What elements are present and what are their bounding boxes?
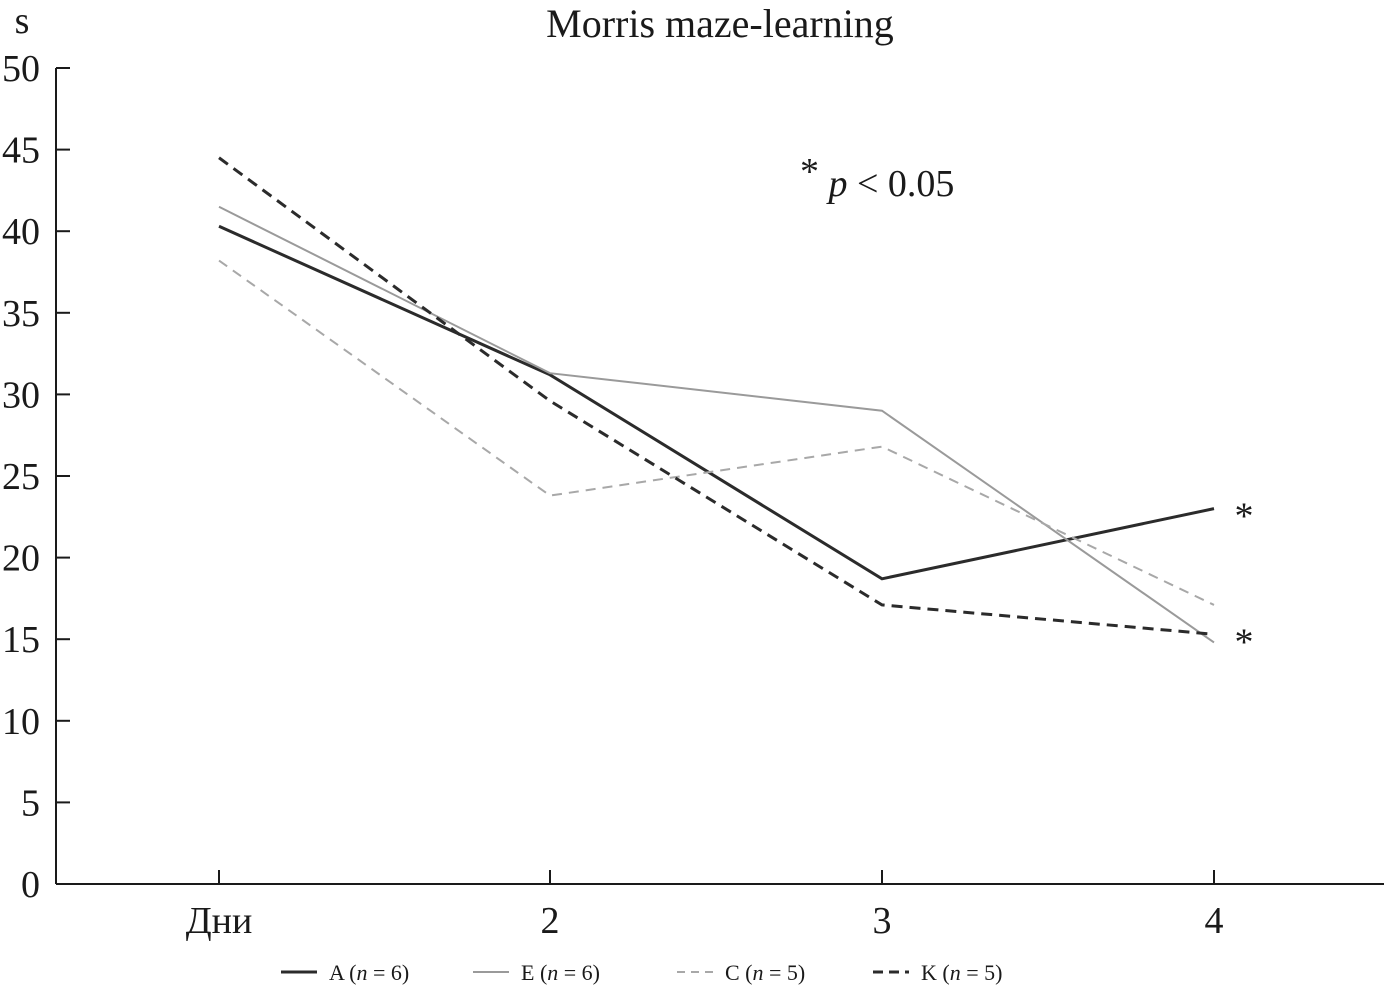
significance-star: * [1235,621,1254,663]
x-tick-label: 4 [1205,900,1224,942]
legend-item-c: C (n = 5) [677,960,805,985]
y-tick-label: 15 [2,619,40,661]
series-layer [218,156,1215,644]
p-value-star: * [800,151,819,193]
significance-star: * [1235,496,1254,538]
y-tick-label: 35 [2,293,40,335]
p-value-annotation: * p < 0.05 [800,151,954,205]
y-tick-label: 30 [2,374,40,416]
axes: 0 5 10 15 20 25 30 35 40 45 50 Дни 2 3 4 [2,48,1384,942]
y-tick-label: 45 [2,130,40,172]
chart-title: Morris maze-learning [546,1,894,46]
y-tick-label: 10 [2,701,40,743]
y-tick-label: 25 [2,456,40,498]
legend-item-e: E (n = 6) [473,960,600,985]
legend-label: K (n = 5) [921,960,1002,985]
legend-item-k: K (n = 5) [873,960,1002,985]
legend-label: E (n = 6) [521,960,600,985]
p-value-p: p [826,163,848,205]
y-tick-label: 20 [2,538,40,580]
legend-item-a: A (n = 6) [281,960,409,985]
y-tick-label: 0 [21,864,40,906]
p-value-text: < 0.05 [857,163,954,205]
x-tick-label: 3 [873,900,892,942]
series-line-e [218,205,1215,644]
y-tick-label: 50 [2,48,40,90]
x-tick-label: 2 [541,900,560,942]
series-line-a [218,224,1215,581]
x-tick-label: Дни [186,900,253,942]
legend: A (n = 6) E (n = 6) C (n = 5) K (n = 5) [281,960,1002,985]
legend-label: C (n = 5) [725,960,805,985]
y-tick-label: 40 [2,211,40,253]
annotations: * p < 0.05 * * [800,151,1254,663]
series-line-k [218,156,1215,636]
y-axis-label: s [15,0,30,42]
y-tick-label: 5 [21,782,40,824]
legend-label: A (n = 6) [329,960,409,985]
series-line-c [218,259,1215,606]
